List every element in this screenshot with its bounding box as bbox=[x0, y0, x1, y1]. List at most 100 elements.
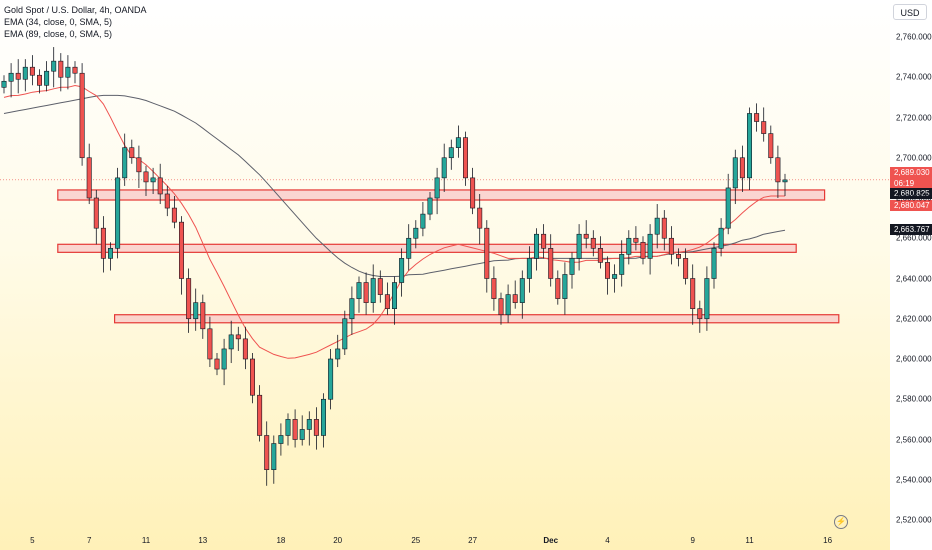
candle-body bbox=[640, 241, 646, 259]
candle-body bbox=[754, 113, 760, 122]
x-tick-label: 7 bbox=[86, 536, 92, 545]
candle-body bbox=[100, 227, 106, 259]
candle-body bbox=[725, 187, 731, 229]
candle-body bbox=[668, 237, 674, 255]
candle-body bbox=[576, 233, 582, 259]
candle-body bbox=[313, 419, 319, 436]
x-tick-label: 13 bbox=[198, 536, 208, 545]
x-tick-label: 11 bbox=[745, 536, 754, 545]
candle-body bbox=[647, 233, 653, 259]
candle-body bbox=[604, 262, 610, 279]
candle-body bbox=[441, 157, 447, 179]
candle-body bbox=[377, 278, 383, 295]
candle-body bbox=[320, 398, 326, 436]
candle-body bbox=[86, 157, 92, 199]
resistance-zone bbox=[57, 189, 826, 201]
candle-body bbox=[569, 258, 575, 275]
candle-body bbox=[413, 227, 419, 239]
candle-body bbox=[505, 294, 511, 316]
legend-ema34[interactable]: EMA (34, close, 0, SMA, 5) bbox=[4, 17, 113, 27]
candle-body bbox=[129, 147, 135, 159]
candle-body bbox=[285, 419, 291, 436]
candle-body bbox=[349, 298, 355, 320]
candle-body bbox=[36, 74, 42, 86]
mid-zone bbox=[57, 243, 797, 253]
y-tick-label: 2,700.000 bbox=[896, 153, 932, 163]
candle-body bbox=[484, 227, 490, 279]
candle-body bbox=[193, 302, 199, 320]
candle-body bbox=[264, 435, 270, 470]
candle-body bbox=[399, 258, 405, 283]
candle-body bbox=[221, 348, 227, 370]
candle-body bbox=[718, 227, 724, 249]
candle-body bbox=[491, 278, 497, 299]
candle-body bbox=[228, 334, 234, 350]
last-price-label: 2,689.030 06:19 bbox=[890, 167, 932, 189]
candle-body bbox=[562, 274, 568, 299]
candle-body bbox=[200, 302, 206, 330]
candle-body bbox=[746, 113, 752, 179]
candle-body bbox=[363, 282, 369, 303]
candle-body bbox=[683, 258, 689, 279]
candle-body bbox=[690, 278, 696, 309]
candle-body bbox=[72, 66, 78, 74]
ema-fast-alt-label: 2,680.047 bbox=[890, 200, 932, 211]
candle-body bbox=[214, 358, 220, 370]
candle-body bbox=[519, 278, 525, 303]
candle-body bbox=[477, 207, 483, 229]
candle-body bbox=[115, 177, 121, 249]
candle-body bbox=[704, 278, 710, 320]
candle-body bbox=[462, 137, 468, 179]
legend-ema89[interactable]: EMA (89, close, 0, SMA, 5) bbox=[4, 29, 113, 39]
x-tick-label: Dec bbox=[543, 536, 559, 545]
candle-body bbox=[278, 435, 284, 444]
lightning-icon[interactable]: ⚡ bbox=[834, 515, 848, 529]
candle-body bbox=[548, 248, 554, 279]
candle-body bbox=[1, 80, 7, 88]
candle-body bbox=[328, 358, 334, 400]
currency-button[interactable]: USD bbox=[893, 4, 927, 20]
candle-body bbox=[242, 338, 248, 360]
candle-body bbox=[29, 66, 35, 76]
candle-body bbox=[498, 298, 504, 316]
candle-body bbox=[597, 248, 603, 263]
candle-body bbox=[8, 72, 14, 82]
candle-body bbox=[306, 419, 312, 430]
candle-body bbox=[65, 66, 71, 78]
y-tick-label: 2,720.000 bbox=[896, 113, 932, 122]
candle-body bbox=[157, 177, 163, 195]
x-tick-label: 27 bbox=[468, 536, 478, 545]
candle-body bbox=[633, 237, 639, 243]
candle-body bbox=[342, 318, 348, 350]
candle-body bbox=[250, 358, 256, 396]
x-tick-label: 9 bbox=[690, 536, 695, 545]
price-axis[interactable] bbox=[890, 0, 932, 550]
candle-body bbox=[406, 237, 412, 259]
ema-slow-label: 2,663.767 bbox=[890, 224, 932, 235]
candle-body bbox=[122, 147, 128, 179]
candle-body bbox=[79, 72, 85, 159]
y-tick-label: 2,520.000 bbox=[896, 515, 932, 525]
candle-body bbox=[448, 147, 454, 159]
candle-body bbox=[150, 177, 156, 183]
candle-body bbox=[434, 177, 440, 199]
x-tick-label: 16 bbox=[823, 536, 833, 545]
legend-symbol-title[interactable]: Gold Spot / U.S. Dollar, 4h, OANDA bbox=[4, 5, 147, 15]
candle-body bbox=[391, 282, 397, 309]
y-tick-label: 2,660.000 bbox=[896, 233, 932, 243]
candle-body bbox=[675, 254, 681, 259]
x-tick-label: 20 bbox=[333, 536, 343, 545]
chart-area[interactable] bbox=[0, 0, 890, 550]
y-tick-label: 2,760.000 bbox=[896, 32, 932, 42]
candle-body bbox=[15, 72, 21, 80]
candle-body bbox=[512, 294, 518, 303]
y-tick-label: 2,600.000 bbox=[896, 354, 932, 364]
candle-body bbox=[207, 328, 213, 360]
candle-body bbox=[782, 179, 788, 183]
x-tick-label: 11 bbox=[141, 536, 151, 545]
candle-body bbox=[590, 237, 596, 249]
x-tick-label: 4 bbox=[605, 536, 610, 545]
candle-body bbox=[44, 70, 50, 86]
candle-body bbox=[427, 197, 433, 215]
chart-canvas[interactable] bbox=[0, 0, 890, 550]
